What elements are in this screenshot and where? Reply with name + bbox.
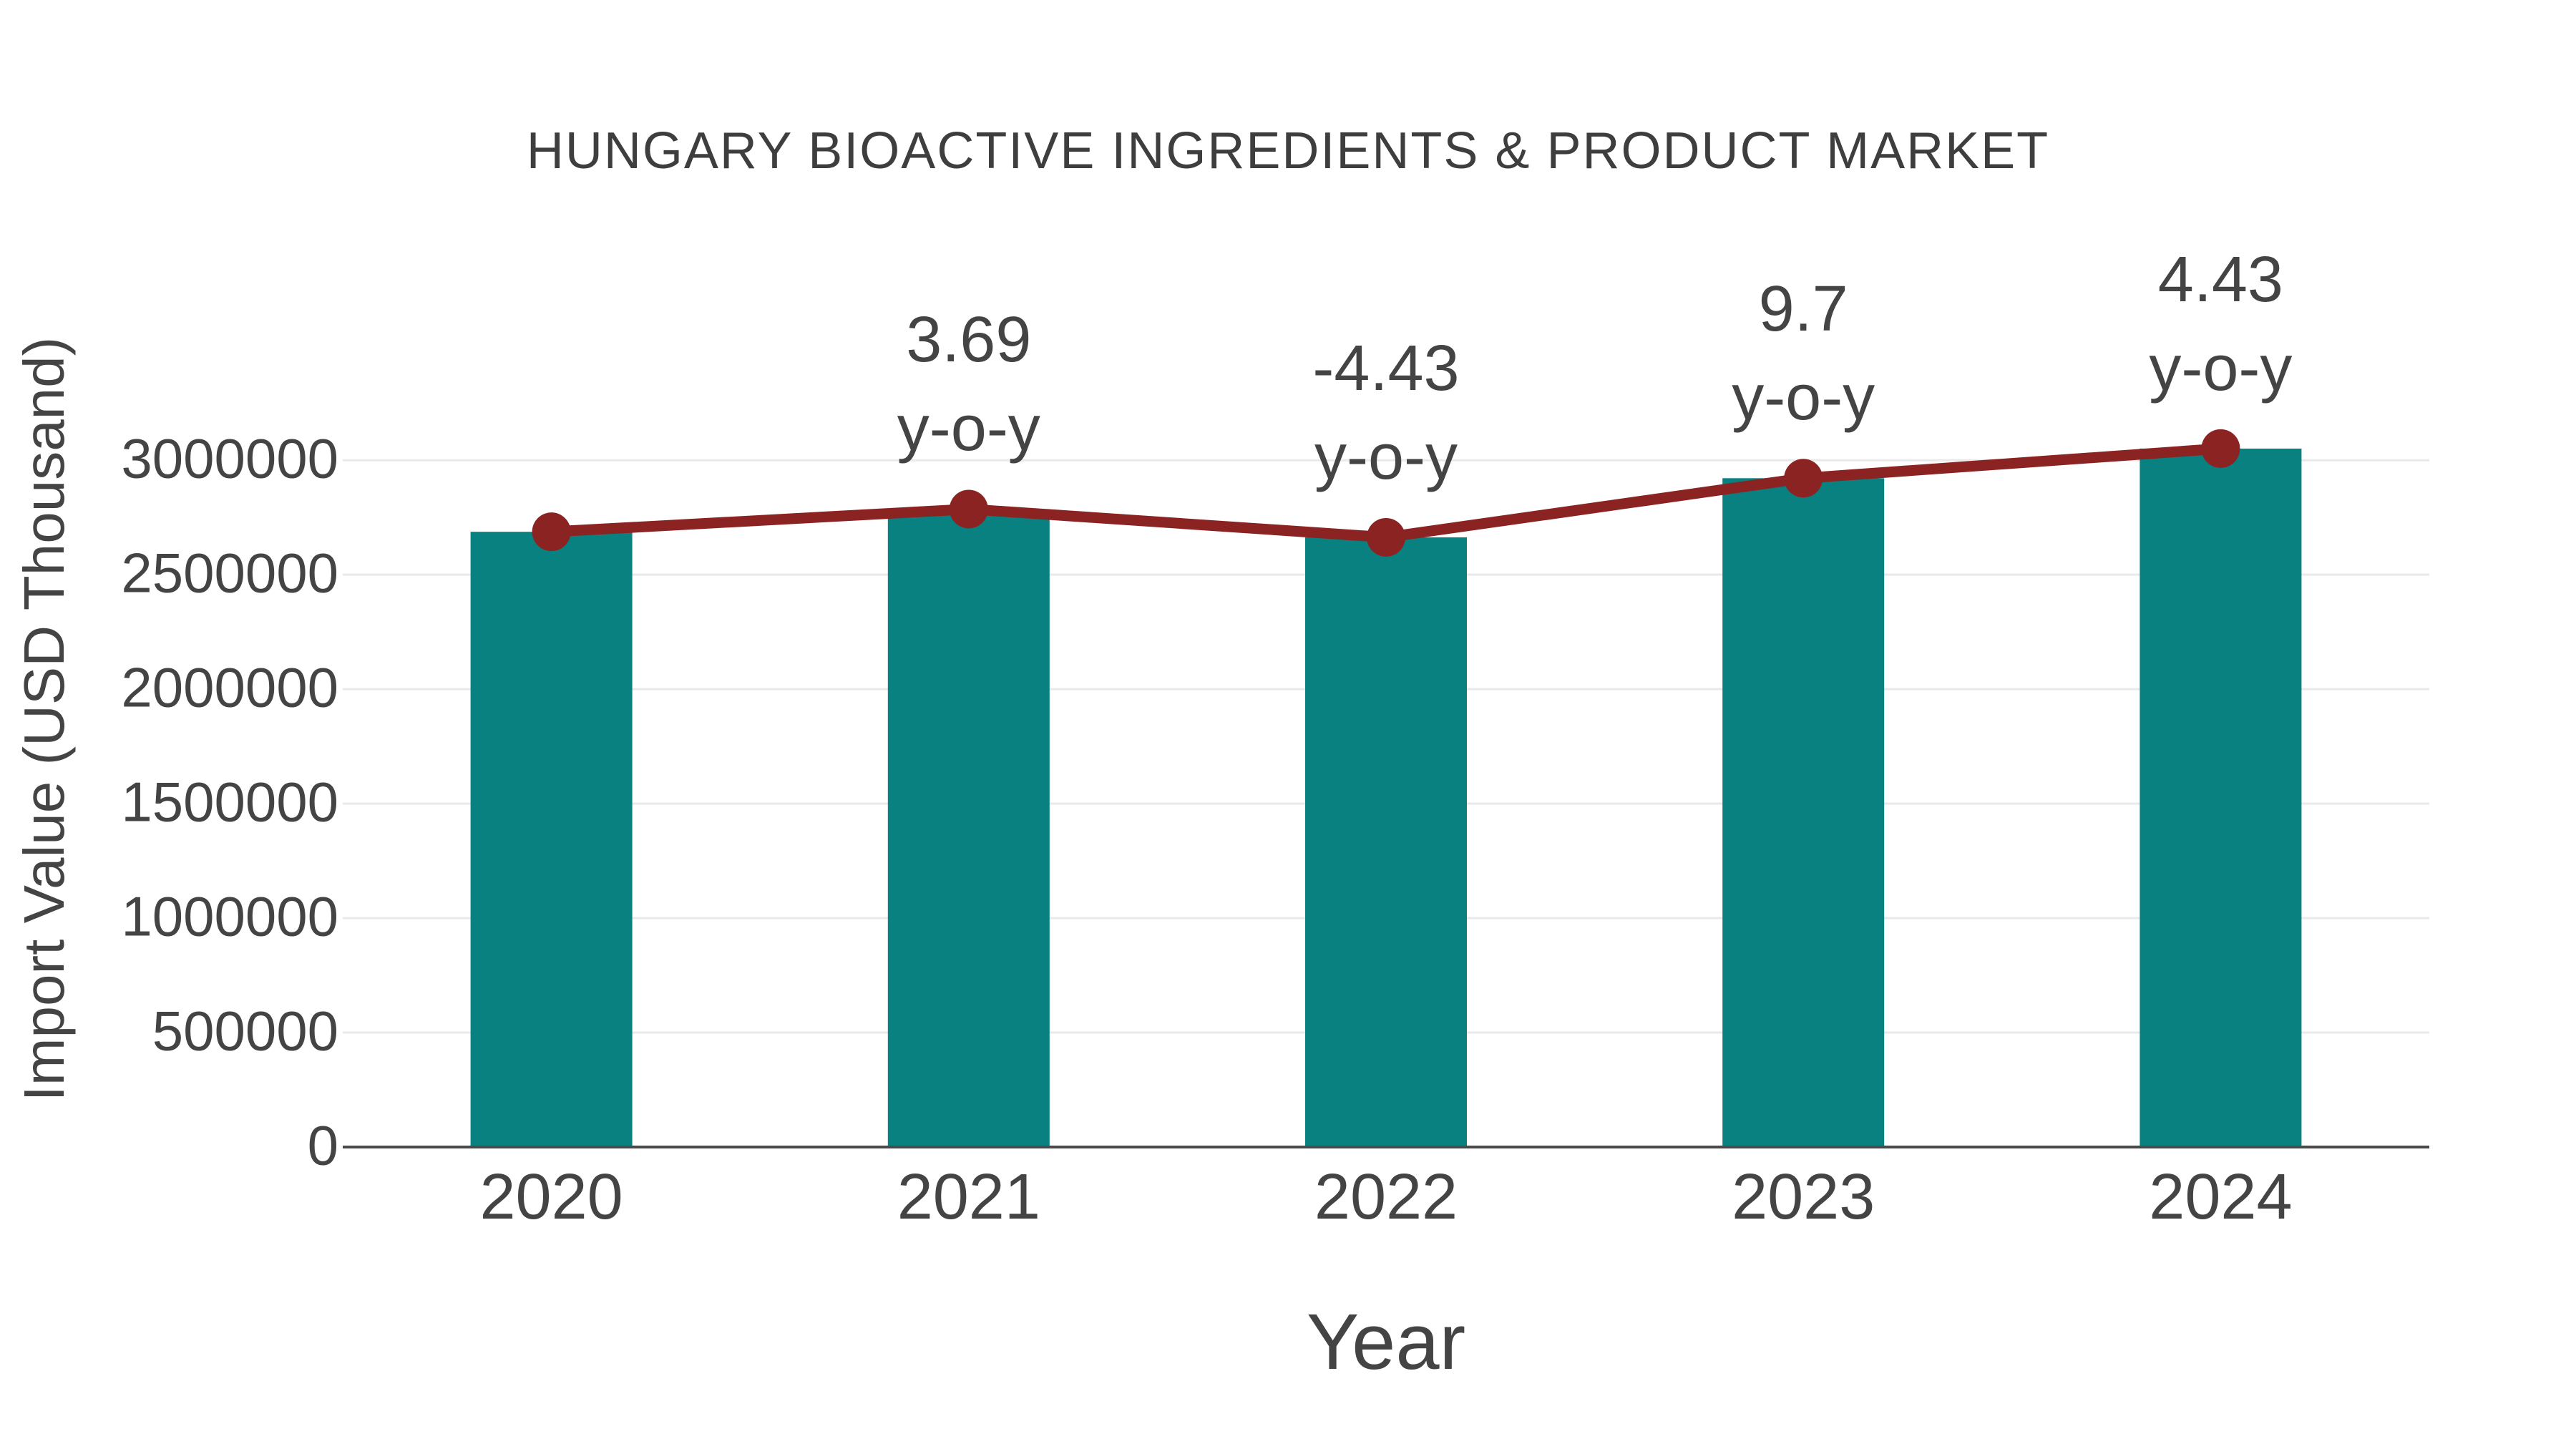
x-tick-label: 2024 xyxy=(2149,1161,2293,1233)
marker-2024 xyxy=(2201,429,2240,468)
yoy-suffix: y-o-y xyxy=(1732,362,1875,434)
chart-title: HUNGARY BIOACTIVE INGREDIENTS & PRODUCT … xyxy=(526,122,2050,180)
marker-2023 xyxy=(1784,459,1823,498)
yoy-suffix: y-o-y xyxy=(2149,332,2293,404)
y-tick-label: 2500000 xyxy=(121,541,338,605)
y-tick-label: 2000000 xyxy=(121,655,338,719)
yoy-value: -4.43 xyxy=(1312,332,1460,404)
x-tick-label: 2022 xyxy=(1314,1161,1458,1233)
marker-2021 xyxy=(949,489,988,529)
yoy-value: 9.7 xyxy=(1758,273,1848,346)
y-tick-label: 0 xyxy=(307,1113,338,1177)
yoy-suffix: y-o-y xyxy=(1314,421,1458,493)
bar-2020 xyxy=(470,532,633,1147)
yoy-annotation-2024: 4.43 y-o-y xyxy=(2149,235,2292,413)
yoy-annotation-2022: -4.43 y-o-y xyxy=(1312,324,1459,502)
y-tick-label: 500000 xyxy=(152,999,338,1063)
x-tick-label: 2020 xyxy=(479,1161,623,1233)
bar-2021 xyxy=(887,509,1050,1147)
x-tick-label: 2023 xyxy=(1732,1161,1875,1233)
marker-2022 xyxy=(1367,517,1405,557)
y-tick-label: 3000000 xyxy=(121,426,338,490)
bar-2024 xyxy=(2140,448,2302,1147)
x-axis-title: Year xyxy=(1306,1298,1466,1386)
yoy-annotation-2021: 3.69 y-o-y xyxy=(897,296,1040,473)
yoy-suffix: y-o-y xyxy=(897,393,1040,465)
yoy-annotation-2023: 9.7 y-o-y xyxy=(1732,265,1875,442)
marker-2020 xyxy=(532,512,571,552)
x-tick-label: 2021 xyxy=(897,1161,1040,1233)
y-tick-label: 1500000 xyxy=(121,770,338,834)
yoy-value: 4.43 xyxy=(2157,243,2283,316)
bar-2023 xyxy=(1722,478,1885,1147)
yoy-value: 3.69 xyxy=(906,304,1032,376)
y-tick-label: 1000000 xyxy=(121,884,338,948)
bar-2022 xyxy=(1305,537,1467,1147)
